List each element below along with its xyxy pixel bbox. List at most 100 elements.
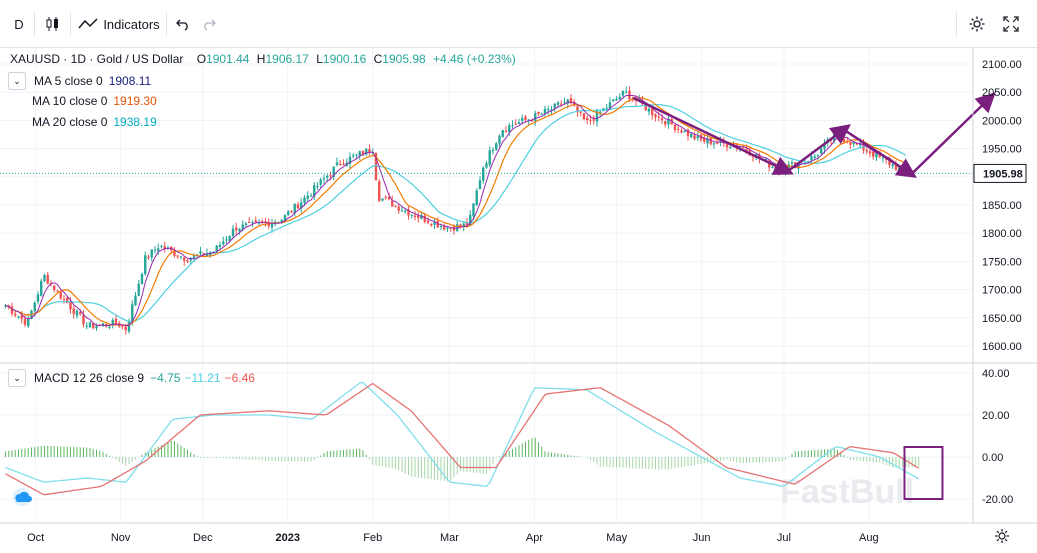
candle-body: [608, 102, 612, 109]
candle-body: [751, 156, 755, 158]
candle-body: [72, 308, 75, 314]
candle-body: [553, 103, 556, 109]
candle-body: [677, 128, 680, 130]
toolbar-divider: [956, 12, 957, 36]
price-tick-label: 2050.00: [982, 87, 1022, 99]
signal-value: −11.21: [184, 371, 221, 385]
candle-body: [88, 322, 92, 328]
price-tick-label: 2000.00: [982, 115, 1022, 127]
fullscreen-icon[interactable]: [998, 10, 1024, 38]
chevron-down-icon[interactable]: ⌄: [8, 369, 26, 387]
candles-icon[interactable]: [40, 10, 66, 38]
candle-body: [813, 156, 816, 158]
candle-body: [472, 203, 475, 217]
redo-icon[interactable]: [198, 10, 220, 38]
candle-body: [534, 113, 537, 122]
candle-body: [300, 202, 303, 208]
ma20-value: 1938.19: [113, 115, 157, 129]
candle-body: [777, 169, 781, 171]
candle-body: [560, 103, 563, 105]
candle-body: [569, 98, 573, 103]
candle-body: [459, 224, 462, 227]
close-label: C: [373, 52, 383, 66]
candle-body: [381, 198, 384, 201]
price-tick-label: 1750.00: [982, 256, 1022, 268]
chevron-down-icon[interactable]: ⌄: [8, 72, 26, 90]
candle-body: [303, 197, 306, 203]
candle-body: [475, 190, 478, 205]
candle-body: [686, 129, 690, 136]
candle-body: [20, 315, 23, 319]
top-toolbar: D Indicators: [0, 0, 1037, 48]
candle-body: [199, 251, 202, 254]
candle-body: [729, 147, 732, 149]
candle-body: [407, 209, 410, 216]
macd-tick-label: -20.00: [982, 494, 1013, 506]
candle-body: [296, 204, 300, 209]
candle-body: [56, 290, 59, 292]
candle-body: [615, 98, 618, 101]
candle-body: [430, 223, 433, 226]
macd-tick-label: 40.00: [982, 368, 1010, 380]
grid-lines: [0, 48, 973, 523]
macd-histogram: [4, 437, 920, 482]
interval-button[interactable]: D: [14, 16, 24, 32]
ma20-legend: MA 20 close 0 1938.19: [32, 115, 157, 129]
undo-icon[interactable]: [172, 10, 194, 38]
candle-body: [79, 312, 82, 315]
candle-body: [319, 179, 322, 185]
ma5-label: MA 5 close 0: [34, 74, 103, 88]
symbol-line: XAUUSD · 1D · Gold / US Dollar: [10, 52, 184, 66]
candle-body: [745, 148, 748, 152]
candle-body: [127, 321, 131, 332]
candle-body: [270, 222, 274, 228]
settings-gear-icon[interactable]: [964, 10, 990, 38]
candle-body: [501, 129, 504, 137]
ma20-line: [5, 103, 906, 322]
candle-body: [540, 113, 543, 115]
candle-body: [865, 150, 868, 152]
candle-body: [157, 248, 160, 252]
price-chart-svg[interactable]: FastBull 2100.00 2050.00 2000.00 1950.00 190…: [0, 48, 1037, 553]
candle-body: [517, 122, 521, 124]
candle-body: [404, 210, 407, 212]
candle-body: [667, 118, 670, 125]
candle-body: [391, 200, 394, 207]
candle-body: [462, 223, 465, 227]
candle-body: [511, 125, 514, 127]
watermark-text: FastBull: [780, 473, 914, 511]
candle-body: [131, 304, 134, 323]
candle-body: [140, 273, 144, 285]
candle-body: [384, 196, 387, 198]
candle-body: [664, 121, 667, 125]
candle-body: [36, 294, 40, 302]
candle-body: [625, 91, 628, 93]
candle-body: [176, 255, 179, 257]
candle-body: [378, 181, 381, 201]
candle-body: [238, 228, 241, 232]
candle-body: [280, 220, 283, 224]
ma10-legend: MA 10 close 0 1919.30: [32, 94, 157, 108]
candle-body: [881, 157, 885, 159]
open-label: O: [196, 52, 207, 66]
macd-tick-label: 0.00: [982, 452, 1003, 464]
candle-body: [69, 302, 72, 310]
annotations: [632, 92, 996, 500]
ma10-label: MA 10 close 0: [32, 94, 108, 108]
candle-body: [433, 221, 436, 225]
candle-body: [95, 326, 98, 329]
candle-body: [683, 130, 686, 133]
candle-body: [251, 222, 254, 224]
candle-body: [17, 316, 20, 318]
candle-body: [92, 323, 95, 329]
price-tick-label: 1850.00: [982, 200, 1022, 212]
candle-body: [23, 318, 27, 325]
candle-body: [530, 120, 534, 122]
candle-body: [657, 116, 660, 118]
candle-body: [160, 245, 163, 247]
candle-body: [485, 163, 488, 168]
candle-body: [556, 102, 560, 105]
indicators-button[interactable]: Indicators: [76, 10, 162, 38]
chart-area[interactable]: FastBull 2100.00 2050.00 2000.00 1950.00 190…: [0, 48, 1037, 553]
candle-body: [849, 141, 852, 145]
